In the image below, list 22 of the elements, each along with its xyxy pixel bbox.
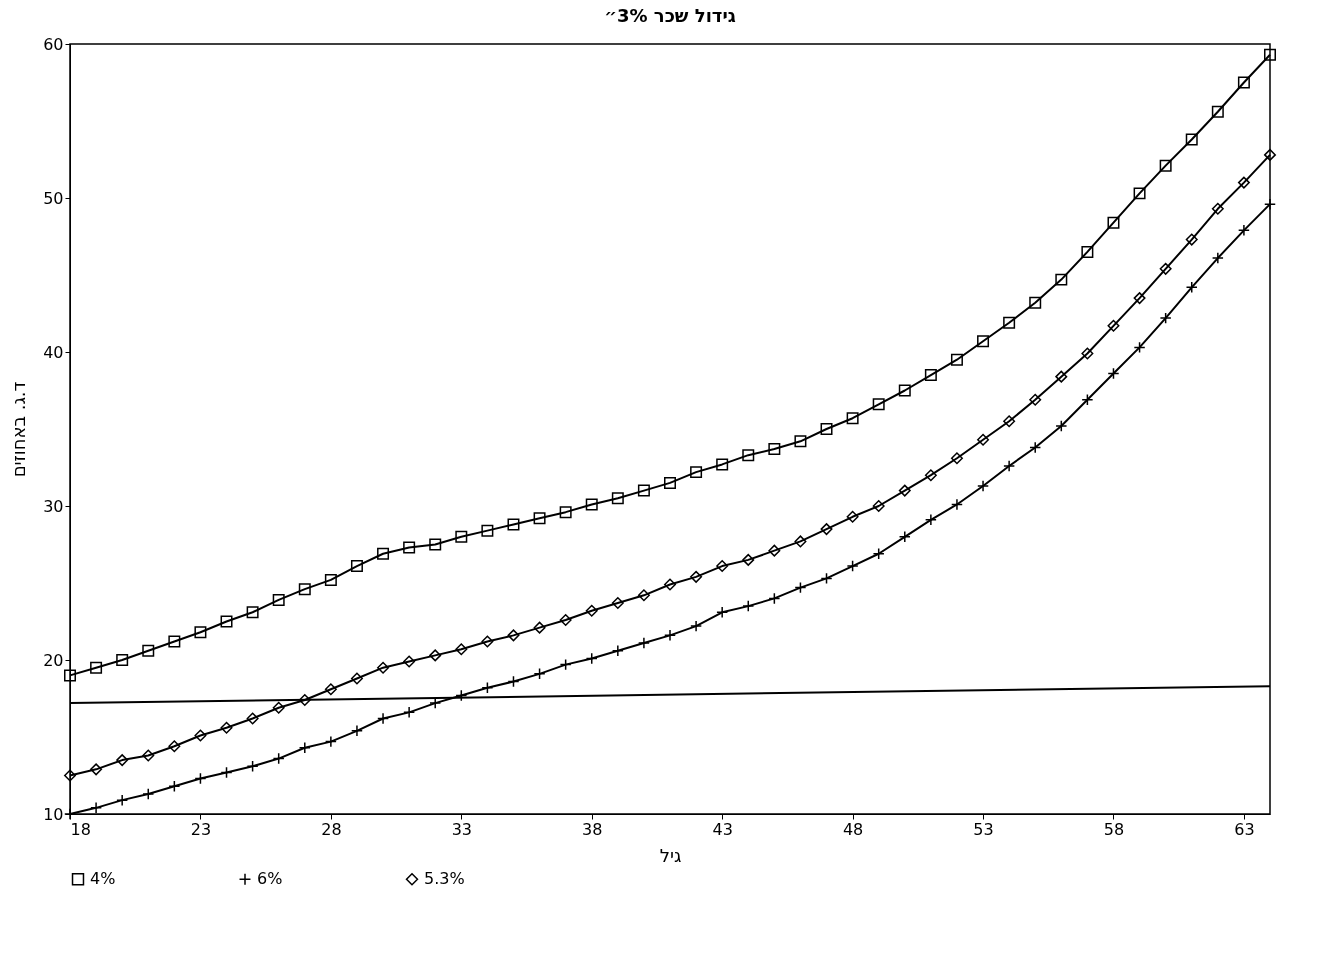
x-tick-label: 43 [712, 819, 733, 839]
x-tick-label: 53 [973, 819, 994, 839]
legend-label: 4% [90, 869, 116, 889]
y-tick-label: 40 [43, 342, 64, 362]
x-tick-label: 63 [1234, 819, 1255, 839]
y-tick-label: 30 [43, 496, 64, 516]
y-axis-title: ד.ג. באחוזים [8, 381, 30, 478]
x-axis-title: גיל [659, 844, 682, 866]
chart-title: גידול שכר 3%״ [604, 5, 736, 26]
y-tick-label: 50 [43, 188, 64, 208]
y-tick-label: 10 [43, 804, 64, 824]
x-tick-label: 33 [451, 819, 472, 839]
y-tick-label: 20 [43, 650, 64, 670]
y-tick-label: 60 [43, 34, 64, 54]
legend-label: 5.3% [424, 869, 465, 889]
x-tick-label: 48 [842, 819, 864, 839]
x-tick-label: 38 [582, 819, 603, 839]
x-tick-label: 23 [190, 819, 212, 839]
x-tick-label: 18 [70, 819, 91, 839]
x-tick-label: 58 [1103, 819, 1125, 839]
x-tick-label: 28 [321, 819, 342, 839]
legend-label: 6% [257, 869, 283, 889]
